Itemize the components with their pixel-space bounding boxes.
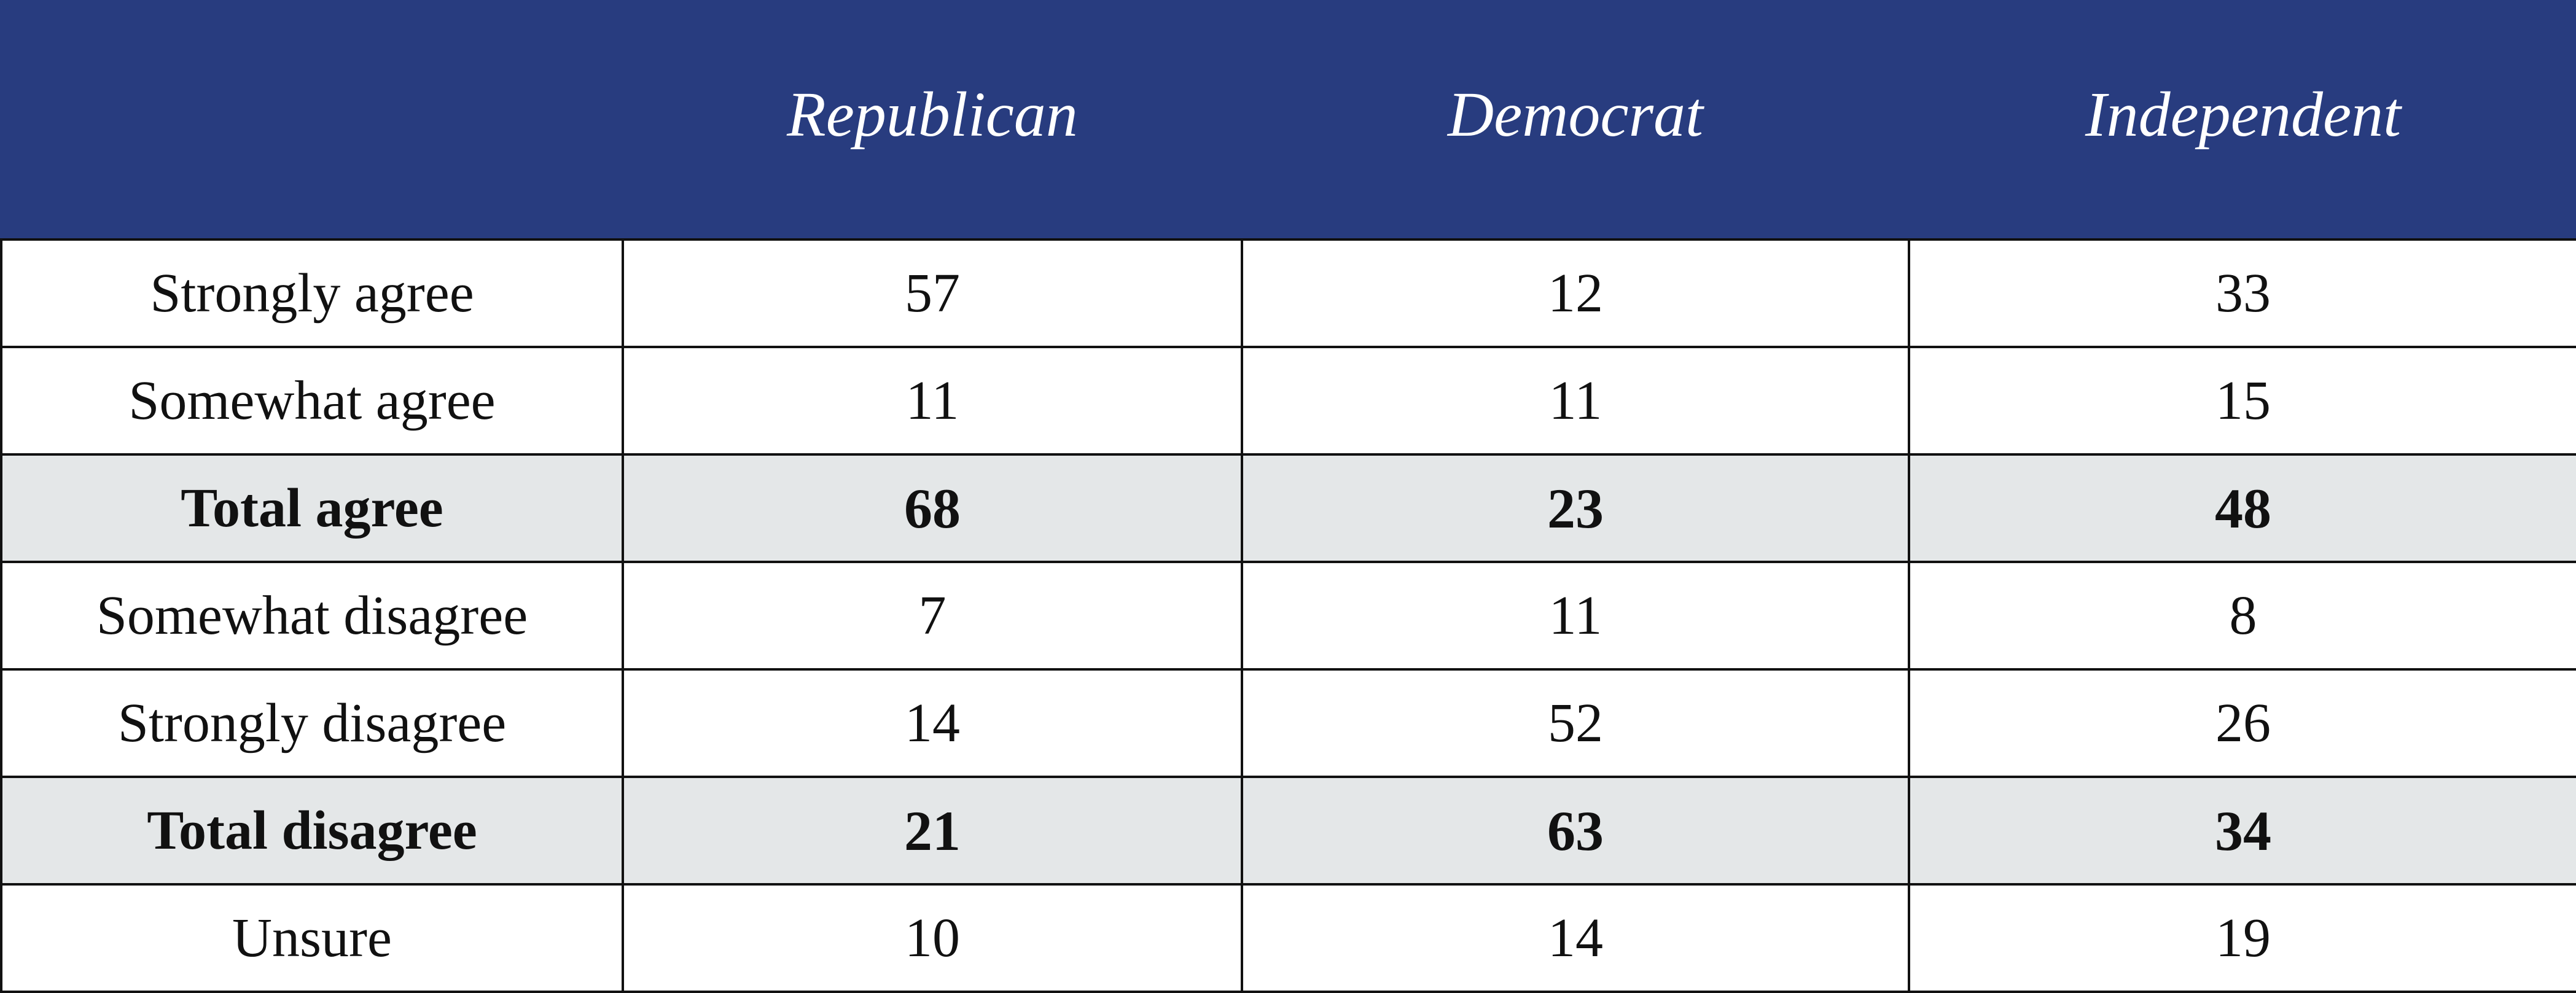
cell-democrat-value: 63 (1241, 776, 1910, 886)
cell-democrat-value: 23 (1241, 453, 1910, 563)
row-label: Total disagree (0, 776, 624, 886)
table-row: Somewhat agree 11 11 15 (0, 346, 2576, 456)
cell-independent-value: 19 (1908, 883, 2576, 993)
header-cell-empty (0, 0, 624, 241)
cell-independent-value: 26 (1908, 668, 2576, 778)
cell-republican-value: 7 (622, 561, 1243, 671)
cell-independent-value: 34 (1908, 776, 2576, 886)
cell-democrat-value: 12 (1241, 238, 1910, 348)
cell-republican-value: 68 (622, 453, 1243, 563)
cell-democrat-value: 11 (1241, 561, 1910, 671)
header-cell-democrat: Democrat (1241, 0, 1910, 241)
cell-republican-value: 57 (622, 238, 1243, 348)
cell-democrat-value: 11 (1241, 346, 1910, 456)
cell-independent-value: 15 (1908, 346, 2576, 456)
table-row: Strongly agree 57 12 33 (0, 238, 2576, 348)
cell-independent-value: 48 (1908, 453, 2576, 563)
row-label: Unsure (0, 883, 624, 993)
header-cell-republican: Republican (622, 0, 1243, 241)
cell-democrat-value: 52 (1241, 668, 1910, 778)
row-label: Total agree (0, 453, 624, 563)
cell-independent-value: 8 (1908, 561, 2576, 671)
row-label: Strongly disagree (0, 668, 624, 778)
table-row: Strongly disagree 14 52 26 (0, 668, 2576, 778)
row-label: Strongly agree (0, 238, 624, 348)
cell-independent-value: 33 (1908, 238, 2576, 348)
row-label: Somewhat disagree (0, 561, 624, 671)
row-label: Somewhat agree (0, 346, 624, 456)
header-cell-independent: Independent (1908, 0, 2576, 241)
table-row: Total agree 68 23 48 (0, 453, 2576, 563)
cell-republican-value: 21 (622, 776, 1243, 886)
cell-republican-value: 14 (622, 668, 1243, 778)
table-row: Unsure 10 14 19 (0, 883, 2576, 993)
header-row: Republican Democrat Independent (0, 0, 2576, 241)
cell-republican-value: 10 (622, 883, 1243, 993)
table-body: Strongly agree 57 12 33 Somewhat agree 11 11 15… (0, 238, 2576, 993)
table-row: Somewhat disagree 7 11 8 (0, 561, 2576, 671)
cell-republican-value: 11 (622, 346, 1243, 456)
cell-democrat-value: 14 (1241, 883, 1910, 993)
table-row: Total disagree 21 63 34 (0, 776, 2576, 886)
